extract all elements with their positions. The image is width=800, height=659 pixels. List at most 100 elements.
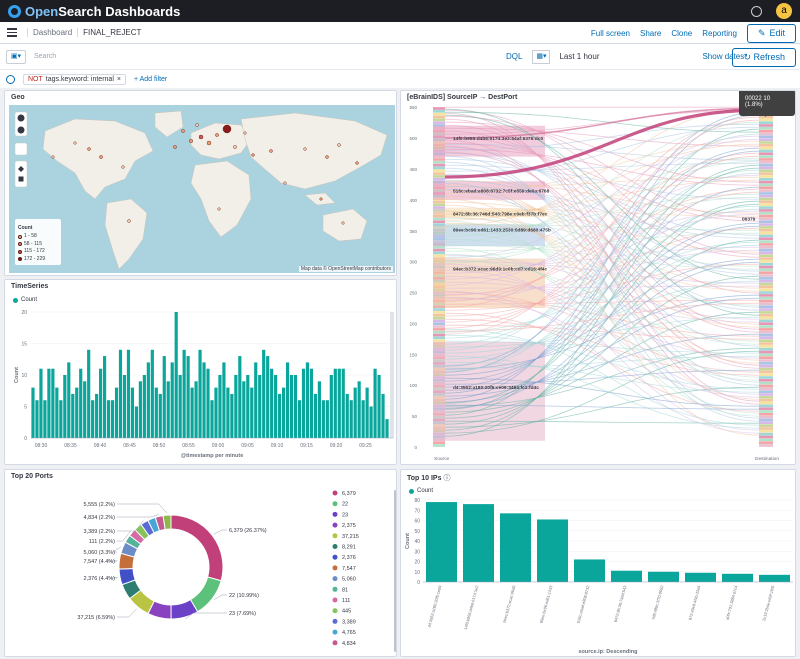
legend-item[interactable]: 22 xyxy=(342,502,348,508)
destination-node[interactable] xyxy=(759,158,773,161)
destination-node[interactable] xyxy=(759,177,773,181)
source-node[interactable] xyxy=(433,203,445,207)
timeseries-bar[interactable] xyxy=(110,400,115,438)
map-marker[interactable] xyxy=(233,145,237,149)
destination-node[interactable] xyxy=(759,183,773,187)
timeseries-bar[interactable] xyxy=(321,400,325,438)
timeseries-bar[interactable] xyxy=(75,387,79,438)
destination-node[interactable] xyxy=(759,316,773,320)
timeseries-bar[interactable] xyxy=(222,362,226,438)
map-marker[interactable] xyxy=(251,153,255,157)
destination-node[interactable] xyxy=(759,146,773,150)
timeseries-bar[interactable] xyxy=(166,381,170,438)
timeseries-bar[interactable] xyxy=(178,375,182,438)
ips-legend[interactable]: Count xyxy=(409,488,433,494)
sankey-link[interactable] xyxy=(444,213,760,301)
timeseries-bar[interactable] xyxy=(258,375,262,438)
destination-node[interactable] xyxy=(759,223,773,226)
map-marker[interactable] xyxy=(325,155,329,159)
timeseries-chart[interactable]: 0 5 10 15 20 08:30 08:35 08:40 08:45 08:50 08:55 09… xyxy=(5,280,397,465)
source-node[interactable] xyxy=(433,325,445,328)
destination-node[interactable] xyxy=(759,211,773,215)
share-link[interactable]: Share xyxy=(639,29,662,38)
destination-node[interactable] xyxy=(759,169,773,173)
destination-node[interactable] xyxy=(759,203,773,207)
destination-node[interactable] xyxy=(759,274,773,277)
timeseries-bar[interactable] xyxy=(158,393,162,438)
destination-node[interactable] xyxy=(759,149,773,153)
source-node[interactable] xyxy=(433,313,445,317)
timeseries-bar[interactable] xyxy=(365,387,369,438)
destination-node[interactable] xyxy=(759,322,773,326)
map-marker[interactable] xyxy=(173,145,177,149)
destination-node[interactable] xyxy=(759,432,773,436)
map-marker[interactable] xyxy=(99,155,103,159)
destination-node[interactable] xyxy=(759,214,773,218)
timeseries-bar[interactable] xyxy=(138,381,142,438)
timeseries-bar[interactable] xyxy=(385,419,389,438)
destination-node[interactable] xyxy=(759,398,773,402)
destination-node[interactable] xyxy=(759,396,773,399)
map-marker[interactable] xyxy=(303,147,307,151)
timeseries-bar[interactable] xyxy=(39,368,43,438)
timeseries-legend[interactable]: Count xyxy=(13,297,37,303)
destination-node[interactable] xyxy=(759,367,773,371)
timeseries-bar[interactable] xyxy=(63,375,67,438)
destination-node[interactable] xyxy=(759,115,773,119)
map-marker[interactable] xyxy=(198,134,204,140)
timeseries-bar[interactable] xyxy=(59,400,63,438)
destination-node[interactable] xyxy=(759,319,773,323)
timeseries-bar[interactable] xyxy=(369,406,373,439)
timeseries-bar[interactable] xyxy=(71,393,75,438)
legend-item[interactable]: 111 xyxy=(342,598,350,604)
source-node[interactable] xyxy=(433,169,445,173)
saved-query-button[interactable]: ▣▾ xyxy=(6,49,26,64)
timeseries-bar[interactable] xyxy=(43,400,47,438)
timeseries-bar[interactable] xyxy=(31,387,35,438)
source-node[interactable] xyxy=(433,319,445,323)
timeseries-bar[interactable] xyxy=(150,349,154,438)
sankey-link[interactable] xyxy=(444,143,760,221)
destination-node[interactable] xyxy=(759,121,773,124)
timeseries-bar[interactable] xyxy=(162,356,166,438)
source-node[interactable] xyxy=(433,254,445,258)
destination-node[interactable] xyxy=(759,305,773,309)
timeseries-bar[interactable] xyxy=(329,375,333,438)
destination-node[interactable] xyxy=(759,226,773,229)
destination-node[interactable] xyxy=(759,220,773,224)
destination-node[interactable] xyxy=(759,404,773,408)
timeseries-bar[interactable] xyxy=(337,368,341,438)
destination-node[interactable] xyxy=(759,237,773,241)
destination-node[interactable] xyxy=(759,282,773,286)
destination-node[interactable] xyxy=(759,362,773,365)
source-node[interactable] xyxy=(433,311,445,314)
edit-button[interactable]: ✎ Edit xyxy=(746,24,796,43)
destination-node[interactable] xyxy=(759,438,773,442)
sankey-link[interactable] xyxy=(444,151,760,333)
sankey-link[interactable] xyxy=(444,114,760,280)
legend-item[interactable]: 5,060 xyxy=(342,577,356,583)
map-marker[interactable] xyxy=(217,207,221,211)
destination-node[interactable] xyxy=(759,390,773,393)
sankey-link[interactable] xyxy=(444,404,760,410)
draw-polygon-icon[interactable] xyxy=(18,166,24,172)
destination-node[interactable] xyxy=(759,279,773,283)
destination-node[interactable] xyxy=(759,186,773,190)
source-node[interactable] xyxy=(433,217,445,221)
destination-node[interactable] xyxy=(759,393,773,396)
source-node[interactable] xyxy=(433,444,445,447)
destination-node[interactable] xyxy=(759,424,773,427)
destination-node[interactable] xyxy=(759,339,773,343)
destination-node[interactable] xyxy=(759,430,773,433)
destination-node[interactable] xyxy=(759,308,773,311)
destination-node[interactable] xyxy=(759,152,773,156)
destination-node[interactable] xyxy=(759,234,773,238)
legend-item[interactable]: 4,834 xyxy=(342,641,356,647)
destination-node[interactable] xyxy=(759,257,773,260)
map-marker[interactable] xyxy=(355,161,359,165)
filter-pill[interactable]: NOT tags.keyword: internal × xyxy=(23,73,126,85)
destination-node[interactable] xyxy=(759,350,773,354)
timeseries-bar[interactable] xyxy=(246,375,250,438)
zoom-in-icon[interactable] xyxy=(17,114,25,122)
timeseries-bar[interactable] xyxy=(341,368,345,438)
